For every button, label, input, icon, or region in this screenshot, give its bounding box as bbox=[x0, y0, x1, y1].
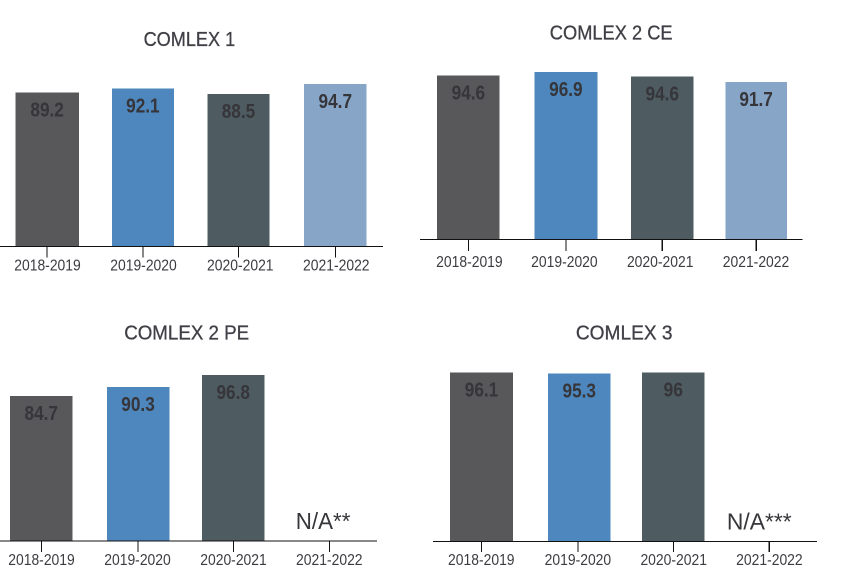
svg-text:84.7: 84.7 bbox=[25, 403, 59, 425]
svg-text:COMLEX 3: COMLEX 3 bbox=[576, 323, 673, 345]
svg-text:N/A***: N/A*** bbox=[727, 508, 792, 534]
svg-text:96.8: 96.8 bbox=[216, 382, 250, 404]
svg-text:2019-2020: 2019-2020 bbox=[545, 552, 612, 569]
svg-text:88.5: 88.5 bbox=[222, 101, 256, 123]
svg-text:2020-2021: 2020-2021 bbox=[640, 552, 707, 569]
svg-text:96.1: 96.1 bbox=[465, 379, 499, 401]
svg-text:2020-2021: 2020-2021 bbox=[207, 258, 274, 275]
svg-text:2018-2019: 2018-2019 bbox=[436, 254, 503, 271]
svg-text:2021-2022: 2021-2022 bbox=[723, 254, 790, 271]
svg-text:89.2: 89.2 bbox=[30, 100, 64, 122]
svg-text:91.7: 91.7 bbox=[739, 89, 773, 111]
svg-text:2021-2022: 2021-2022 bbox=[303, 258, 370, 275]
svg-text:2018-2019: 2018-2019 bbox=[448, 552, 515, 569]
svg-text:94.6: 94.6 bbox=[452, 82, 486, 104]
svg-text:92.1: 92.1 bbox=[126, 96, 160, 118]
svg-text:2019-2020: 2019-2020 bbox=[104, 552, 171, 569]
svg-text:COMLEX 1: COMLEX 1 bbox=[144, 29, 236, 51]
svg-text:2019-2020: 2019-2020 bbox=[110, 258, 177, 275]
svg-text:96: 96 bbox=[664, 380, 684, 402]
svg-text:2020-2021: 2020-2021 bbox=[627, 254, 694, 271]
svg-text:2021-2022: 2021-2022 bbox=[296, 552, 363, 569]
svg-text:COMLEX 2 CE: COMLEX 2 CE bbox=[550, 23, 673, 45]
svg-text:2018-2019: 2018-2019 bbox=[14, 258, 81, 275]
svg-text:90.3: 90.3 bbox=[121, 394, 155, 416]
svg-text:2018-2019: 2018-2019 bbox=[8, 552, 75, 569]
svg-text:2021-2022: 2021-2022 bbox=[736, 552, 803, 569]
svg-text:94.6: 94.6 bbox=[646, 83, 680, 105]
svg-text:96.9: 96.9 bbox=[549, 79, 583, 101]
svg-text:95.3: 95.3 bbox=[563, 381, 597, 403]
svg-text:2019-2020: 2019-2020 bbox=[531, 254, 598, 271]
svg-text:94.7: 94.7 bbox=[319, 91, 353, 113]
svg-text:COMLEX 2 PE: COMLEX 2 PE bbox=[124, 323, 249, 345]
svg-text:N/A**: N/A** bbox=[296, 508, 351, 534]
svg-text:2020-2021: 2020-2021 bbox=[200, 552, 267, 569]
